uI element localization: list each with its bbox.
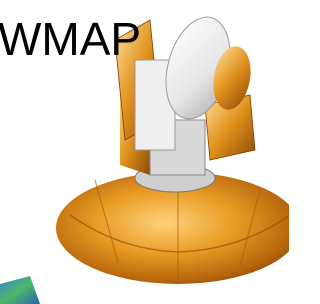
image: WMAP: [0, 0, 289, 304]
illustration: WMAP: [0, 0, 289, 304]
cmb-map: [0, 276, 40, 304]
title: WMAP: [0, 13, 141, 65]
